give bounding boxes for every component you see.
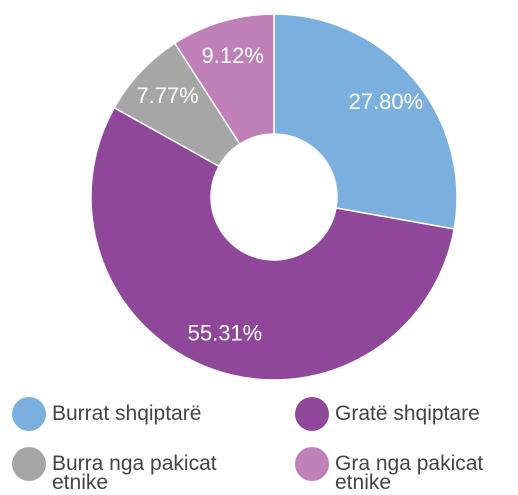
donut-slice: [273, 13, 458, 230]
legend-item: Burrat shqiptarë: [12, 397, 252, 431]
legend-label: Burra nga pakicat etnike: [52, 452, 217, 494]
legend-swatch: [295, 447, 329, 481]
slice-label: 27.80%: [349, 89, 424, 114]
legend-swatch: [295, 397, 329, 431]
donut-slice: [90, 106, 456, 381]
slice-label: 7.77%: [136, 83, 198, 108]
legend-swatch: [12, 447, 46, 481]
donut-slice: [173, 13, 275, 146]
legend-item: Gratë shqiptare: [295, 397, 518, 431]
legend-label: Gra nga pakicat etnike: [335, 452, 484, 494]
slice-label: 9.12%: [202, 43, 264, 68]
slice-label: 55.31%: [188, 320, 263, 345]
legend-item: Burra nga pakicat etnike: [12, 447, 252, 494]
legend-label: Burrat shqiptarë: [52, 402, 202, 425]
legend-swatch: [12, 397, 46, 431]
legend-label: Gratë shqiptare: [335, 402, 480, 425]
legend-item: Gra nga pakicat etnike: [295, 447, 518, 494]
chart: 27.80% 55.31% 7.77%9.12%: [90, 13, 458, 381]
